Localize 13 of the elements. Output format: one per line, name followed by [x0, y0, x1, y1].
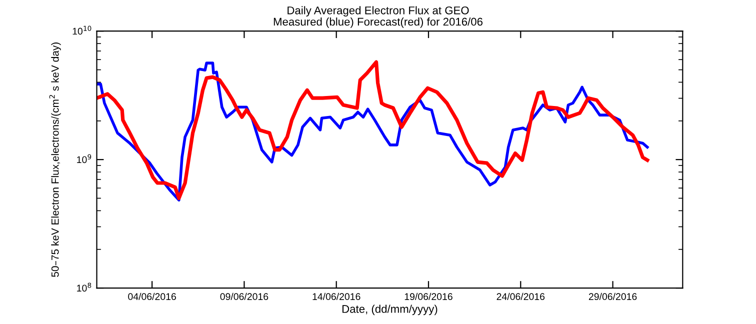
x-tick-label: 04/06/2016	[128, 292, 176, 300]
x-tick-label: 09/06/2016	[220, 292, 268, 300]
chart-subtitle: Measured (blue) Forecast(red) for 2016/06	[274, 18, 483, 28]
x-tick-label: 19/06/2016	[404, 292, 452, 300]
x-tick-label: 24/06/2016	[496, 292, 545, 300]
x-tick-label: 14/06/2016	[312, 292, 360, 300]
y-axis-title: 50–75 keV Electron Flux,electrons/(cm$^{2}$ s keV day)	[49, 42, 61, 277]
y-tick-label: 10$^{8}$	[77, 282, 92, 292]
y-tick-label: 10$^{10}$	[72, 26, 92, 35]
y-tick-label: 10$^{9}$	[77, 154, 92, 164]
x-tick-label: 29/06/2016	[588, 292, 637, 300]
x-axis-title: Date, (dd/mm/yyyy)	[342, 304, 438, 316]
chart-title: Daily Averaged Electron Flux at GEO	[288, 6, 469, 17]
